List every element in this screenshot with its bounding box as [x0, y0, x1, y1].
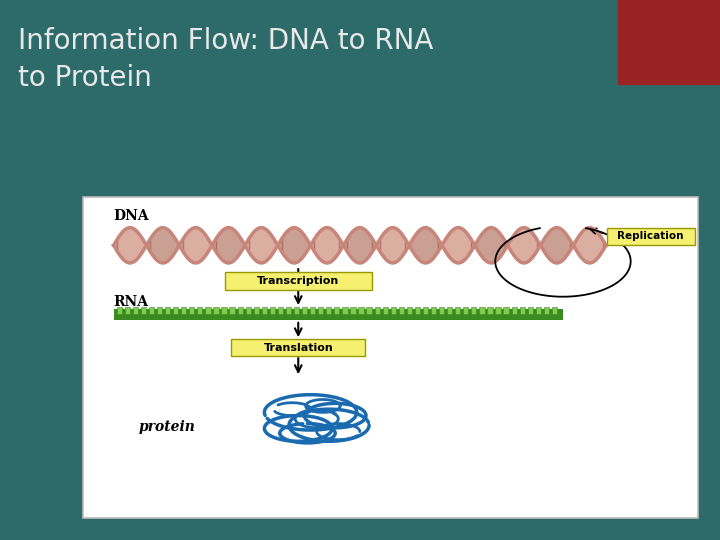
- Text: Replication: Replication: [617, 232, 683, 241]
- Bar: [213, 307, 219, 314]
- Bar: [326, 307, 331, 314]
- Bar: [294, 307, 300, 314]
- Bar: [125, 307, 130, 314]
- Bar: [238, 307, 243, 314]
- FancyBboxPatch shape: [231, 339, 365, 356]
- Bar: [173, 307, 179, 314]
- Bar: [423, 307, 428, 314]
- Text: Information Flow: DNA to RNA
to Protein: Information Flow: DNA to RNA to Protein: [18, 27, 433, 92]
- Bar: [487, 307, 492, 314]
- Bar: [495, 307, 500, 314]
- Bar: [83, 197, 698, 518]
- Bar: [302, 307, 307, 314]
- Bar: [149, 307, 154, 314]
- Bar: [528, 307, 533, 314]
- Text: Translation: Translation: [264, 342, 333, 353]
- Bar: [253, 307, 259, 314]
- Text: DNA: DNA: [114, 209, 149, 223]
- Bar: [520, 307, 525, 314]
- Bar: [374, 307, 379, 314]
- Bar: [286, 307, 291, 314]
- Bar: [189, 307, 194, 314]
- Bar: [439, 307, 444, 314]
- Bar: [132, 307, 138, 314]
- Text: protein: protein: [138, 420, 195, 434]
- Bar: [222, 307, 227, 314]
- Bar: [278, 307, 283, 314]
- Bar: [618, 0, 720, 84]
- Bar: [366, 307, 372, 314]
- Bar: [431, 307, 436, 314]
- Bar: [511, 307, 517, 314]
- Bar: [359, 307, 364, 314]
- FancyBboxPatch shape: [607, 228, 695, 245]
- Bar: [472, 307, 477, 314]
- Bar: [399, 307, 404, 314]
- Bar: [536, 307, 541, 314]
- Bar: [415, 307, 420, 314]
- Bar: [197, 307, 202, 314]
- FancyBboxPatch shape: [225, 272, 372, 290]
- Text: RNA: RNA: [114, 294, 148, 308]
- Bar: [117, 307, 122, 314]
- Bar: [205, 307, 210, 314]
- Bar: [246, 307, 251, 314]
- Bar: [447, 307, 452, 314]
- Bar: [463, 307, 469, 314]
- Bar: [141, 307, 146, 314]
- Bar: [114, 308, 563, 320]
- Bar: [261, 307, 267, 314]
- Bar: [181, 307, 186, 314]
- Bar: [334, 307, 340, 314]
- Bar: [391, 307, 396, 314]
- Bar: [230, 307, 235, 314]
- Bar: [157, 307, 162, 314]
- Bar: [455, 307, 460, 314]
- Bar: [342, 307, 348, 314]
- Bar: [382, 307, 388, 314]
- Bar: [503, 307, 509, 314]
- Bar: [480, 307, 485, 314]
- Bar: [407, 307, 412, 314]
- Bar: [270, 307, 275, 314]
- Bar: [552, 307, 557, 314]
- Bar: [165, 307, 170, 314]
- Text: Transcription: Transcription: [257, 276, 339, 286]
- Bar: [544, 307, 549, 314]
- Bar: [318, 307, 323, 314]
- Bar: [310, 307, 315, 314]
- Bar: [351, 307, 356, 314]
